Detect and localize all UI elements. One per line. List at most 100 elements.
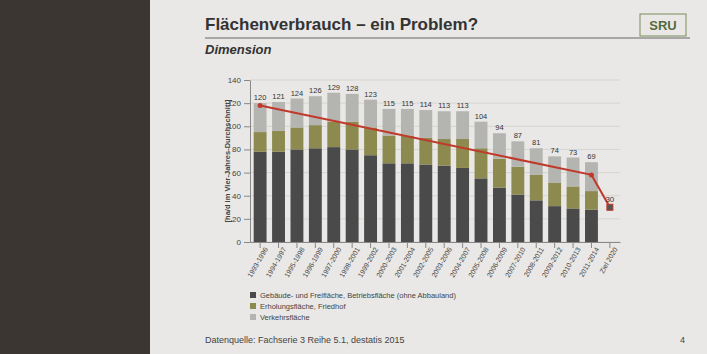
bar — [548, 206, 561, 242]
y-tick-mark — [244, 196, 250, 197]
data-label: 113 — [457, 101, 469, 110]
bar — [456, 111, 469, 139]
target-marker — [607, 204, 613, 210]
x-tick-mark — [407, 242, 408, 248]
x-tick-label: Ziel 2020 — [598, 246, 619, 275]
bar — [290, 149, 303, 242]
bar — [585, 210, 598, 242]
bar — [530, 175, 543, 200]
x-tick-mark — [609, 242, 610, 248]
bar — [548, 183, 561, 206]
legend-item: Gebäude- und Freifläche, Betriebsfläche … — [250, 291, 456, 300]
bar — [511, 167, 524, 195]
bar — [364, 100, 377, 128]
bar — [548, 156, 561, 183]
y-tick-mark — [244, 126, 250, 127]
y-tick-mark — [244, 173, 250, 174]
background — [0, 0, 707, 354]
y-axis-title: [ha/d im Vier-Jahres-Durchschnitt] — [223, 99, 232, 222]
data-label: 115 — [401, 99, 413, 108]
slide — [150, 0, 707, 354]
y-tick-label: 0 — [237, 238, 242, 247]
bar — [309, 148, 322, 242]
bar — [309, 125, 322, 148]
data-label: 104 — [475, 112, 488, 121]
bar — [456, 168, 469, 242]
page-number: 4 — [680, 335, 685, 345]
bar — [309, 96, 322, 125]
y-tick: 20 — [232, 215, 250, 224]
title-rule — [205, 38, 690, 39]
bar — [346, 149, 359, 242]
bar — [272, 131, 285, 152]
bar — [383, 163, 396, 242]
trend-point — [607, 205, 612, 210]
legend-swatch — [250, 292, 256, 298]
bar-series — [254, 93, 598, 191]
bar — [475, 122, 488, 149]
y-tick-label: 60 — [232, 169, 241, 178]
x-tick-mark — [554, 242, 555, 248]
bar — [401, 109, 414, 136]
data-label: 129 — [327, 83, 340, 92]
x-tick: 2011-2014 — [578, 242, 601, 278]
data-label: 81 — [532, 138, 540, 147]
y-tick: 60 — [232, 169, 250, 178]
y-tick-label: 20 — [232, 215, 241, 224]
bar — [254, 132, 267, 152]
grid-line — [250, 218, 620, 219]
bar — [585, 162, 598, 191]
x-tick-mark — [370, 242, 371, 248]
bar — [530, 200, 543, 242]
y-tick-mark — [244, 219, 250, 220]
x-tick-mark — [462, 242, 463, 248]
bar — [272, 102, 285, 131]
bar — [456, 139, 469, 168]
x-tick: Ziel 2020 — [598, 242, 619, 274]
bar — [493, 188, 506, 242]
x-tick-mark — [499, 242, 500, 248]
x-tick-mark — [333, 242, 334, 248]
bar — [364, 127, 377, 155]
y-tick-mark — [244, 242, 250, 243]
x-tick-mark — [444, 242, 445, 248]
logo: SRU — [649, 18, 676, 33]
data-label: 123 — [364, 90, 377, 99]
target-label: 30 — [605, 195, 614, 204]
trend-point — [589, 172, 594, 177]
trend-line — [260, 105, 610, 207]
bar — [254, 152, 267, 242]
x-tick-mark — [425, 242, 426, 248]
y-tick: 40 — [232, 192, 250, 201]
y-tick-label: 140 — [228, 76, 242, 85]
bar — [511, 195, 524, 242]
bar — [254, 103, 267, 132]
bar — [401, 136, 414, 164]
x-tick-mark — [278, 242, 279, 248]
data-label: 126 — [309, 86, 322, 95]
grid-line — [250, 149, 620, 150]
x-tick-mark — [517, 242, 518, 248]
y-tick-mark — [244, 149, 250, 150]
bar — [493, 159, 506, 188]
x-tick-mark — [481, 242, 482, 248]
data-label: 73 — [569, 148, 577, 157]
y-tick-label: 40 — [232, 192, 241, 201]
grid-line — [250, 80, 620, 81]
x-tick-mark — [536, 242, 537, 248]
data-label: 114 — [420, 100, 432, 109]
plot-area — [254, 93, 613, 242]
data-label: 120 — [254, 93, 267, 102]
grid-line — [250, 103, 620, 104]
data-label: 113 — [438, 101, 450, 110]
x-tick-mark — [296, 242, 297, 248]
legend-item: Erholungsfläche, Friedhof — [250, 302, 346, 311]
bar — [438, 111, 451, 139]
legend-swatch — [250, 314, 256, 320]
slide-photo: Flächenverbrauch – ein Problem?Dimension… — [0, 0, 707, 354]
x-tick-mark — [573, 242, 574, 248]
trend-point — [258, 103, 263, 108]
data-label: 128 — [346, 84, 359, 93]
bar — [346, 94, 359, 122]
x-tick-mark — [352, 242, 353, 248]
